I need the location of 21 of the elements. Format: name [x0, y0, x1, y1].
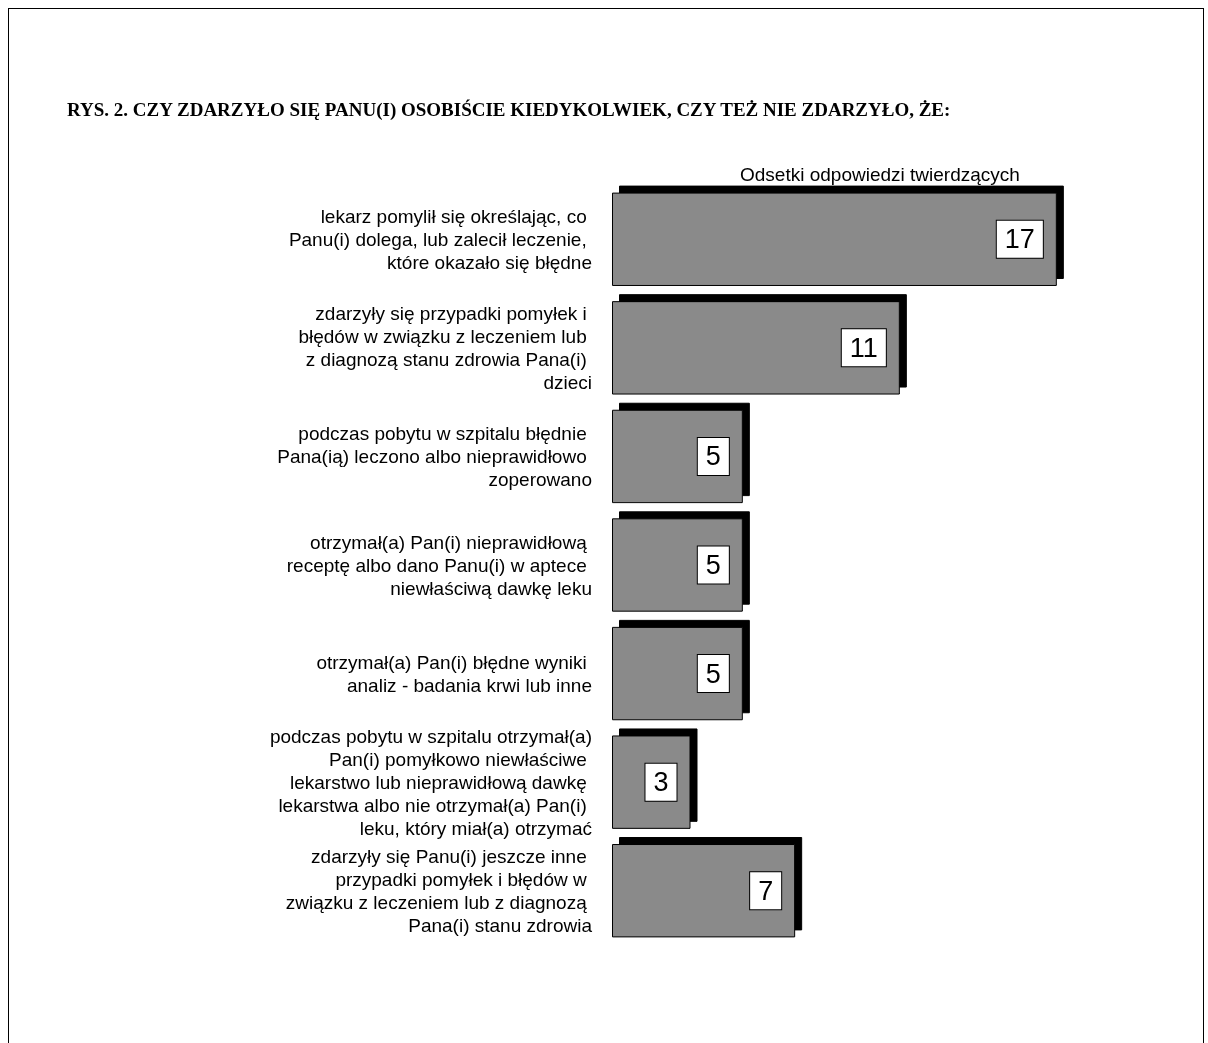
data-label: 5: [705, 441, 721, 472]
data-label: 17: [1004, 224, 1035, 255]
data-label: 3: [653, 767, 669, 798]
data-label: 5: [705, 550, 721, 580]
y-tick-label: podczas pobytu w szpitalu błędnie Pana(ią) leczono albo nieprawidłowo zoperowano: [277, 422, 592, 490]
y-tick-label: otrzymał(a) Pan(i) nieprawidłową receptę albo dano Panu(i) w aptece niewłaściwą dawkę leku: [286, 531, 592, 599]
chart-subtitle: Odsetki odpowiedzi twierdzących: [740, 164, 1020, 185]
y-tick-label: otrzymał(a) Pan(i) błędne wyniki analiz - badania krwi lub inne: [316, 651, 592, 696]
chart-title: RYS. 2. CZY ZDARZYŁO SIĘ PANU(I) OSOBIŚCIE KIEDYKOLWIEK, CZY TEŻ NIE ZDARZYŁO, ŻE:: [67, 98, 951, 121]
bar: [612, 301, 900, 395]
data-label: 5: [705, 658, 721, 689]
data-label: 11: [849, 332, 878, 363]
bar: [612, 192, 1057, 286]
bar: [612, 844, 796, 938]
bar: [612, 518, 743, 612]
bar: [612, 626, 743, 721]
data-label: 7: [758, 875, 774, 906]
bar: [612, 409, 743, 504]
y-tick-label: lekarz pomylił się określając, co Panu(i) dolega, lub zalecił leczenie, które okazało się błędne: [288, 205, 592, 273]
y-tick-label: zdarzyły się przypadki pomyłek i błędów w związku z leczeniem lub z diagnozą stanu zdrowia Pana(i) dzieci: [298, 302, 592, 393]
y-tick-label: zdarzyły się Panu(i) jeszcze inne przypadki pomyłek i błędów w związku z leczeniem lub z diagnozą Pana(i) stanu zdrowia: [285, 845, 593, 936]
